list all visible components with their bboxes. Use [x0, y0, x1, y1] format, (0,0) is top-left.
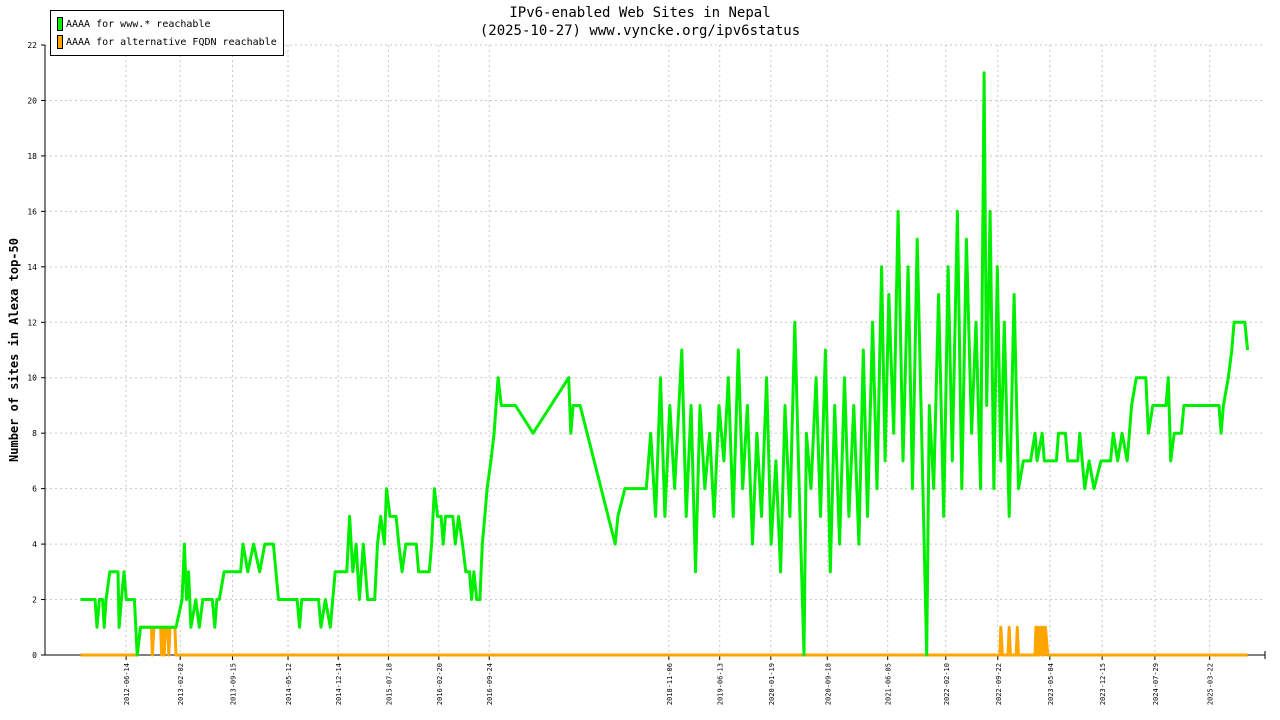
legend-label-alt: AAAA for alternative FQDN reachable	[66, 37, 277, 48]
x-tick-label: 2015-07-18	[385, 663, 393, 705]
x-tick-label: 2020-01-19	[768, 663, 776, 705]
y-tick-label: 20	[27, 96, 37, 105]
legend-swatch-www	[57, 17, 63, 31]
x-tick-label: 2022-09-22	[995, 663, 1003, 705]
y-tick-label: 10	[27, 374, 37, 383]
y-tick-label: 2	[32, 596, 37, 605]
x-tick-label: 2018-11-06	[666, 663, 674, 705]
legend-label-www: AAAA for www.* reachable	[66, 19, 211, 30]
x-tick-label: 2022-02-10	[943, 663, 951, 705]
chart-title: IPv6-enabled Web Sites in Nepal	[509, 5, 771, 21]
y-tick-label: 0	[32, 651, 37, 660]
legend-swatch-alt	[57, 35, 63, 49]
series-line-alt	[80, 625, 1248, 657]
x-tick-label: 2025-03-22	[1207, 663, 1215, 705]
y-tick-label: 4	[32, 540, 37, 549]
x-tick-label: 2013-02-02	[177, 663, 185, 705]
legend: AAAA for www.* reachable AAAA for altern…	[50, 10, 284, 56]
y-tick-label: 8	[32, 429, 37, 438]
legend-item-www: AAAA for www.* reachable	[57, 17, 211, 33]
x-tick-label: 2014-05-12	[285, 663, 293, 705]
x-tick-label: 2023-05-04	[1047, 663, 1055, 705]
x-tick-label: 2024-07-29	[1152, 663, 1160, 705]
x-tick-label: 2016-02-20	[436, 663, 444, 705]
y-tick-label: 22	[27, 41, 37, 50]
x-tick-label: 2012-06-14	[123, 663, 131, 705]
chart-subtitle: (2025-10-27) www.vyncke.org/ipv6status	[479, 23, 801, 39]
y-axis-label: Number of sites in Alexa top-50	[7, 238, 21, 462]
x-tick-label: 2019-06-13	[717, 663, 725, 705]
y-tick-label: 18	[27, 152, 37, 161]
y-tick-label: 16	[27, 207, 37, 216]
y-tick-label: 14	[27, 263, 37, 272]
legend-item-alt: AAAA for alternative FQDN reachable	[57, 35, 277, 51]
x-tick-label: 2021-06-05	[885, 663, 893, 705]
series-line-www	[80, 71, 1250, 657]
y-tick-label: 6	[32, 485, 37, 494]
x-tick-label: 2020-09-18	[824, 663, 832, 705]
y-tick-label: 12	[27, 318, 37, 327]
x-tick-label: 2014-12-14	[335, 663, 343, 705]
x-tick-label: 2013-09-15	[229, 663, 237, 705]
x-tick-label: 2023-12-15	[1099, 663, 1107, 705]
x-tick-label: 2016-09-24	[486, 663, 494, 705]
